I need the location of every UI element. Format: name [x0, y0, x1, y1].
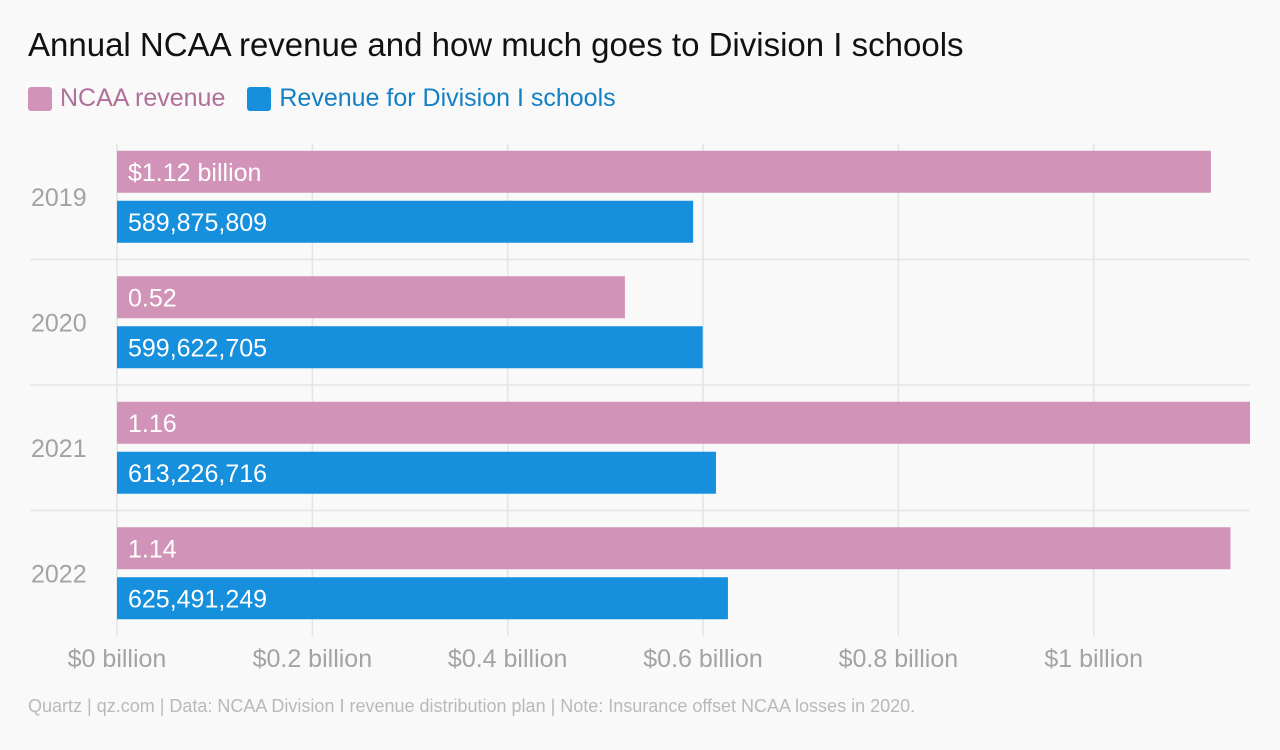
chart-title: Annual NCAA revenue and how much goes to…: [28, 26, 964, 63]
chart-footer-source: Quartz | qz.com | Data: NCAA Division I …: [28, 696, 916, 716]
bar-ncaa-revenue-2019: [117, 150, 1211, 193]
data-label-ncaa-revenue-2021: 1.16: [128, 410, 177, 438]
bar-ncaa-revenue-2022: [117, 527, 1231, 570]
category-label-2022: 2022: [31, 560, 87, 588]
bar-revenue-for-division-i-schools-2022: [117, 577, 728, 620]
data-label-ncaa-revenue-2019: $1.12 billion: [128, 159, 261, 187]
x-tick-label-0: $0 billion: [68, 645, 167, 673]
legend-item-division-i-revenue: Revenue for Division I schools: [247, 84, 616, 113]
x-tick-label-3: $0.6 billion: [643, 645, 763, 673]
bar-ncaa-revenue-2021: [117, 401, 1250, 444]
bar-revenue-for-division-i-schools-2020: [117, 326, 703, 369]
x-tick-label-2: $0.4 billion: [448, 645, 568, 673]
data-label-revenue-for-division-i-schools-2022: 625,491,249: [128, 585, 267, 613]
legend-swatch-division-i-revenue: [247, 86, 272, 111]
legend-swatch-ncaa-revenue: [28, 86, 52, 111]
chart-legend: NCAA revenue Revenue for Division I scho…: [28, 84, 638, 113]
data-label-revenue-for-division-i-schools-2021: 613,226,716: [128, 460, 267, 488]
legend-label-division-i-revenue: Revenue for Division I schools: [279, 84, 616, 112]
bar-revenue-for-division-i-schools-2021: [117, 451, 716, 494]
data-label-ncaa-revenue-2022: 1.14: [128, 535, 177, 563]
bar-revenue-for-division-i-schools-2019: [117, 200, 694, 243]
category-label-2019: 2019: [31, 184, 87, 212]
x-tick-label-1: $0.2 billion: [253, 645, 373, 673]
x-tick-label-5: $1 billion: [1044, 645, 1143, 673]
legend-item-ncaa-revenue: NCAA revenue: [28, 84, 225, 113]
bar-ncaa-revenue-2020: [117, 276, 625, 319]
legend-label-ncaa-revenue: NCAA revenue: [60, 84, 226, 112]
x-tick-label-4: $0.8 billion: [839, 645, 959, 673]
category-label-2020: 2020: [31, 309, 87, 337]
category-label-2021: 2021: [31, 435, 87, 463]
data-label-revenue-for-division-i-schools-2019: 589,875,809: [128, 209, 267, 237]
data-label-ncaa-revenue-2020: 0.52: [128, 284, 177, 312]
data-label-revenue-for-division-i-schools-2020: 599,622,705: [128, 334, 267, 362]
